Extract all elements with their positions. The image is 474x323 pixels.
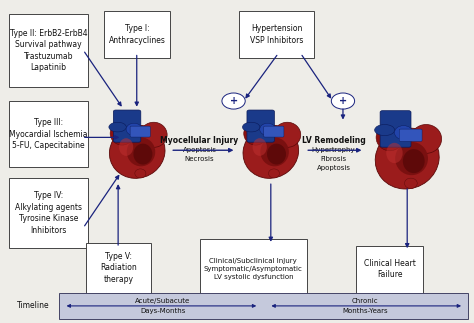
Text: Chronic: Chronic — [352, 298, 378, 304]
Ellipse shape — [140, 122, 167, 147]
Ellipse shape — [267, 144, 286, 164]
Ellipse shape — [110, 122, 134, 145]
Text: LV Remodeling: LV Remodeling — [302, 136, 365, 145]
Text: Type III:
Myocardial Ischemia
5-FU, Capecitabine: Type III: Myocardial Ischemia 5-FU, Cape… — [9, 118, 88, 150]
FancyBboxPatch shape — [113, 110, 141, 142]
Ellipse shape — [404, 178, 417, 189]
FancyBboxPatch shape — [399, 129, 422, 141]
Text: Apoptosis: Apoptosis — [182, 147, 217, 152]
FancyBboxPatch shape — [9, 101, 88, 167]
Ellipse shape — [375, 128, 439, 189]
FancyBboxPatch shape — [85, 243, 151, 293]
Text: Acute/Subacute: Acute/Subacute — [135, 298, 190, 304]
Text: Apoptosis: Apoptosis — [317, 165, 351, 171]
FancyBboxPatch shape — [9, 178, 88, 248]
Ellipse shape — [395, 142, 428, 175]
Ellipse shape — [126, 123, 142, 135]
Ellipse shape — [376, 124, 403, 151]
Ellipse shape — [374, 124, 395, 136]
Ellipse shape — [253, 138, 267, 156]
Text: Type I:
Anthracyclines: Type I: Anthracyclines — [109, 24, 165, 45]
Ellipse shape — [394, 126, 413, 140]
Text: Months-Years: Months-Years — [342, 308, 388, 314]
Ellipse shape — [410, 124, 442, 153]
Circle shape — [222, 93, 245, 109]
Text: Timeline: Timeline — [17, 301, 50, 310]
Text: Days-Months: Days-Months — [140, 308, 185, 314]
Text: Hypertrophy: Hypertrophy — [312, 147, 356, 152]
FancyBboxPatch shape — [130, 126, 150, 137]
Text: Necrosis: Necrosis — [185, 156, 214, 162]
FancyBboxPatch shape — [380, 111, 411, 147]
Text: Type IV:
Alkylating agents
Tyrosine Kinase
Inhibitors: Type IV: Alkylating agents Tyrosine Kina… — [15, 191, 82, 234]
Ellipse shape — [260, 123, 275, 135]
Text: +: + — [229, 96, 237, 106]
Circle shape — [331, 93, 355, 109]
Ellipse shape — [135, 169, 146, 178]
Text: Type V:
Radiation
therapy: Type V: Radiation therapy — [100, 252, 137, 284]
FancyBboxPatch shape — [356, 246, 423, 293]
Ellipse shape — [274, 122, 301, 147]
Ellipse shape — [119, 138, 133, 156]
Ellipse shape — [133, 144, 153, 164]
Text: +: + — [339, 96, 347, 106]
Ellipse shape — [244, 122, 267, 145]
FancyBboxPatch shape — [200, 239, 307, 299]
Text: Hypertension
VSP Inhibitors: Hypertension VSP Inhibitors — [250, 24, 303, 45]
Text: Clinical Heart
Failure: Clinical Heart Failure — [364, 259, 415, 279]
Text: Fibrosis: Fibrosis — [320, 156, 346, 162]
FancyBboxPatch shape — [264, 126, 284, 137]
FancyBboxPatch shape — [104, 11, 170, 58]
Text: Myocellular Injury: Myocellular Injury — [161, 136, 239, 145]
FancyBboxPatch shape — [247, 110, 274, 142]
Ellipse shape — [109, 125, 165, 178]
Ellipse shape — [127, 137, 155, 166]
Ellipse shape — [268, 169, 280, 178]
Ellipse shape — [109, 122, 126, 132]
Ellipse shape — [243, 125, 299, 178]
FancyBboxPatch shape — [59, 293, 468, 319]
Text: Type II: ErbB2-ErbB4
Survival pathway
Trastuzumab
Lapatinib: Type II: ErbB2-ErbB4 Survival pathway Tr… — [10, 29, 87, 72]
Ellipse shape — [243, 122, 260, 132]
Ellipse shape — [386, 143, 402, 163]
Ellipse shape — [403, 149, 425, 173]
FancyBboxPatch shape — [9, 14, 88, 87]
Text: Clinical/Subclinical Injury
Symptomatic/Asymptomatic
LV systolic dysfunction: Clinical/Subclinical Injury Symptomatic/… — [204, 258, 303, 280]
Ellipse shape — [260, 137, 289, 166]
FancyBboxPatch shape — [239, 11, 314, 58]
